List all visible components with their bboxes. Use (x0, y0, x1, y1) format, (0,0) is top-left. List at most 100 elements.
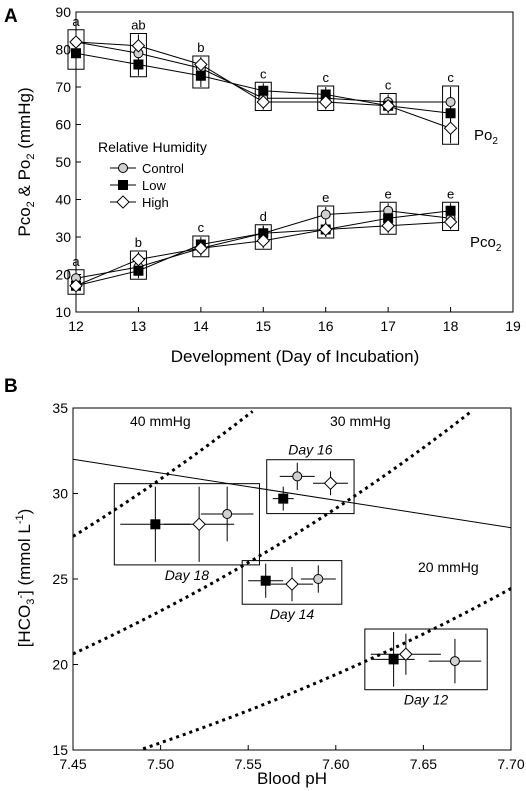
x-tick-label: 7.50 (147, 756, 174, 772)
legend-items: Control Low High (110, 161, 184, 210)
po2-letter: c (447, 70, 454, 85)
day-group: Day 18 (113, 483, 260, 583)
pco2-letter: e (447, 186, 454, 201)
pco2-point-low (445, 205, 456, 216)
pco2-letter: b (135, 235, 142, 250)
panel-b-isopleths (72, 410, 512, 751)
day-group: Day 16 (266, 442, 355, 515)
y-tick-label: 80 (55, 42, 71, 58)
pco2-letter: c (198, 220, 205, 235)
y-tick-label: 40 (55, 192, 71, 208)
legend-marker-high (116, 195, 130, 209)
day-label: Day 16 (288, 442, 333, 458)
day-group: Day 14 (241, 560, 343, 622)
po2-letter: c (322, 70, 329, 85)
point-low (388, 654, 399, 665)
panel-b-y-axis-label: [HCO3-] (mmol L-1) (14, 509, 37, 648)
point-control (449, 656, 460, 667)
x-tick-label: 18 (443, 318, 459, 334)
pco2-letter: e (322, 190, 329, 205)
day-label: Day 14 (270, 606, 315, 622)
po2-point-low (133, 59, 144, 70)
legend-label-low: Low (142, 178, 166, 193)
point-high (285, 577, 299, 591)
panel-b-x-axis-label: Blood pH (257, 769, 327, 788)
day-group: Day 12 (364, 628, 488, 708)
pco2-point-high (131, 252, 146, 267)
y-tick-label: 30 (55, 229, 71, 245)
point-high (192, 517, 206, 532)
day-box (113, 483, 260, 566)
legend-marker-low (118, 180, 128, 190)
x-tick-label: 7.65 (410, 756, 437, 772)
y-tick-label: 35 (52, 400, 68, 416)
point-low (278, 493, 289, 504)
y-tick-label: 90 (55, 4, 71, 20)
po2-point-high (69, 35, 83, 49)
po2-letter: a (72, 14, 80, 29)
pco2-day-box (379, 201, 397, 235)
x-tick-label: 14 (193, 318, 209, 334)
x-tick-label: 17 (380, 318, 396, 334)
po2-point-control (445, 97, 456, 107)
po2-point-high (381, 98, 395, 113)
pco2-day-box (317, 205, 335, 239)
x-tick-label: 12 (68, 318, 84, 334)
isopleth-label-20: 20 mmHg (418, 559, 479, 575)
y-tick-label: 20 (52, 657, 68, 673)
panel-a-significance-letters: a a ab b b c c d c e c e c e (72, 14, 454, 269)
point-low (260, 575, 271, 586)
point-low (150, 519, 161, 530)
panel-a-label: A (4, 6, 18, 27)
y-tick-label: 20 (55, 267, 71, 283)
isopleth-30 (72, 410, 473, 656)
pco2-point-low (133, 265, 144, 276)
panel-a-y-ticks: 10 20 30 40 50 60 70 80 90 (55, 4, 81, 320)
panel-b-isopleth-labels: 40 mmHg 30 mmHg 20 mmHg (130, 413, 479, 575)
panel-a-x-ticks: 12 13 14 15 16 17 18 19 (68, 307, 521, 334)
panel-a-series (67, 29, 460, 295)
point-control (292, 471, 303, 482)
pco2-day-box (442, 201, 460, 231)
po2-letter: b (197, 40, 204, 55)
panel-a-legend: Relative Humidity Control Low High (98, 139, 207, 210)
po2-day-box (67, 29, 85, 70)
x-tick-label: 7.55 (235, 756, 262, 772)
panel-b-y-ticks: 15 20 25 30 35 (52, 400, 78, 758)
pco2-letter: e (385, 186, 392, 201)
po2-point-high (131, 38, 146, 53)
pco2-point-high (443, 215, 458, 229)
po2-point-high (256, 95, 271, 109)
po2-point-low (71, 48, 81, 59)
pco2-point-high (381, 218, 395, 233)
day-box (266, 459, 355, 515)
x-tick-label: 7.45 (59, 756, 86, 772)
x-tick-label: 19 (505, 318, 521, 334)
po2-point-high (443, 121, 458, 136)
pco2-point-control (320, 209, 331, 220)
isopleth-20 (142, 587, 512, 751)
po2-letter: ab (131, 18, 145, 33)
po2-point-low (445, 108, 456, 119)
panel-a-x-axis-label: Development (Day of Incubation) (171, 347, 420, 366)
pco2-point-high (256, 233, 271, 248)
isopleth-label-40: 40 mmHg (130, 413, 191, 429)
legend-title: Relative Humidity (98, 139, 207, 155)
panel-b-label: B (4, 376, 18, 397)
pco2-series-label: Pco2 (470, 234, 502, 254)
legend-marker-control (118, 163, 128, 173)
pco2-point-high (69, 278, 83, 293)
day-label: Day 12 (404, 692, 449, 708)
y-tick-label: 70 (55, 79, 71, 95)
po2-day-box (254, 81, 272, 111)
y-tick-label: 60 (55, 117, 71, 133)
panel-b-day-groups: Day 12 Day 14 Day 16 Day 18 (113, 442, 488, 708)
buffer-line (72, 458, 512, 529)
po2-letter: c (260, 66, 267, 81)
y-tick-label: 50 (55, 154, 71, 170)
day-box (241, 560, 343, 605)
isopleth-label-30: 30 mmHg (330, 413, 391, 429)
po2-point-high (194, 57, 208, 72)
x-tick-label: 13 (131, 318, 147, 334)
